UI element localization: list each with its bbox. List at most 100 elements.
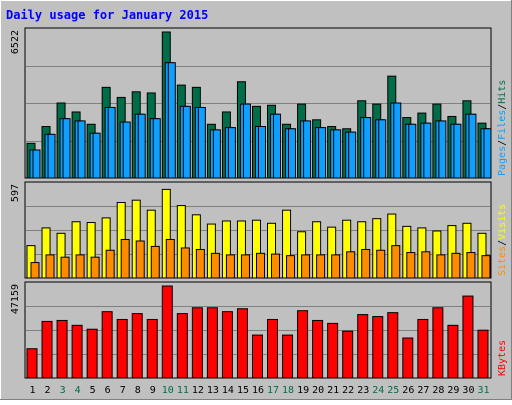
- bar-pages: [288, 128, 297, 179]
- day-label: 28: [432, 385, 444, 396]
- bar-pages: [242, 103, 251, 179]
- axis-label-part: Hits: [497, 80, 508, 104]
- day-label: 23: [357, 385, 369, 396]
- axis-label-part: Visits: [497, 204, 508, 240]
- bar-pages: [182, 105, 191, 179]
- day-label: 11: [177, 385, 189, 396]
- bar-sites: [346, 251, 356, 279]
- bar-kbytes: [41, 320, 53, 379]
- bar-pages: [167, 62, 176, 179]
- bar-pages: [257, 126, 266, 179]
- chart-panels: 6522Pages/Files/Hits597Sites/Visits47159…: [10, 27, 508, 379]
- bar-pages: [77, 120, 86, 179]
- bar-kbytes: [116, 318, 128, 379]
- bar-sites: [165, 238, 175, 279]
- day-label: 25: [387, 385, 399, 396]
- bar-pages: [62, 118, 71, 179]
- bar-pages: [197, 106, 206, 179]
- axis-label-part: Files: [497, 110, 508, 140]
- day-label: 5: [90, 385, 96, 396]
- day-labels: 1 2 3 4 5 6 7 8 9 10 11 12 13 14 15 16 17 18 19 20 21 22 23 24 2…: [30, 385, 490, 396]
- bar-kbytes: [56, 319, 68, 379]
- axis-label-part: Pages: [497, 146, 508, 176]
- bar-sites: [271, 253, 281, 279]
- bar-sites: [210, 252, 220, 279]
- bar-kbytes: [327, 322, 339, 379]
- bar-sites: [45, 254, 55, 279]
- day-label: 3: [60, 385, 66, 396]
- bar-pages: [393, 102, 402, 179]
- bar-sites: [421, 251, 431, 279]
- bar-kbytes: [312, 319, 324, 379]
- y-max-label: 47159: [10, 284, 21, 314]
- bar-kbytes: [86, 328, 98, 379]
- bar-kbytes: [236, 308, 248, 379]
- bar-pages: [468, 113, 477, 179]
- bar-pages: [152, 118, 161, 179]
- bar-sites: [451, 252, 461, 279]
- day-label: 13: [207, 385, 219, 396]
- day-label: 30: [462, 385, 474, 396]
- bar-kbytes: [417, 318, 429, 379]
- bar-pages: [107, 106, 116, 179]
- bar-pages: [227, 127, 236, 179]
- bar-pages: [348, 131, 357, 179]
- bar-kbytes: [432, 307, 444, 379]
- bar-kbytes: [101, 311, 113, 379]
- bar-sites: [436, 254, 446, 279]
- day-label: 17: [267, 385, 279, 396]
- bar-kbytes: [477, 329, 489, 379]
- y-max-label: 6522: [10, 30, 21, 54]
- bar-sites: [60, 256, 70, 279]
- day-label: 7: [120, 385, 126, 396]
- day-label: 31: [477, 385, 489, 396]
- bar-sites: [195, 248, 205, 279]
- day-label: 21: [327, 385, 339, 396]
- day-label: 16: [252, 385, 264, 396]
- bar-kbytes: [251, 334, 263, 379]
- bar-pages: [32, 149, 41, 179]
- bar-pages: [273, 113, 282, 179]
- day-label: 26: [402, 385, 414, 396]
- chart-title: Daily usage for January 2015: [6, 8, 208, 22]
- bar-sites: [466, 252, 476, 279]
- bar-kbytes: [282, 334, 294, 379]
- bar-kbytes: [402, 337, 414, 379]
- bar-pages: [212, 129, 221, 179]
- bar-pages: [438, 120, 447, 179]
- bar-kbytes: [447, 324, 459, 379]
- day-label: 27: [417, 385, 429, 396]
- bar-kbytes: [146, 318, 158, 379]
- day-label: 14: [222, 385, 234, 396]
- axis-label-hits-files-pages: Pages/Files/Hits: [497, 80, 508, 176]
- y-max-label: 597: [10, 184, 21, 202]
- axis-label-visits-sites: Sites/Visits: [497, 204, 508, 276]
- day-label: 1: [30, 385, 36, 396]
- bar-kbytes: [71, 324, 83, 379]
- bar-sites: [105, 249, 115, 279]
- bar-sites: [331, 254, 341, 279]
- bar-kbytes: [176, 313, 188, 379]
- bar-sites: [301, 254, 311, 279]
- bar-sites: [75, 254, 85, 279]
- day-label: 9: [150, 385, 156, 396]
- bar-kbytes: [387, 312, 399, 379]
- bar-sites: [150, 245, 160, 279]
- day-label: 4: [75, 385, 81, 396]
- bar-sites: [120, 238, 130, 279]
- axis-label-part: /: [497, 140, 508, 146]
- bar-sites: [391, 245, 401, 279]
- bar-kbytes: [221, 311, 233, 379]
- axis-label-part: Sites: [497, 246, 508, 276]
- bar-kbytes: [357, 314, 369, 379]
- bar-pages: [483, 128, 492, 179]
- bar-pages: [137, 113, 146, 179]
- bar-sites: [225, 254, 235, 279]
- day-label: 22: [342, 385, 354, 396]
- bar-kbytes: [267, 318, 279, 379]
- bar-sites: [255, 252, 265, 279]
- bar-sites: [286, 255, 296, 279]
- bar-sites: [361, 248, 371, 279]
